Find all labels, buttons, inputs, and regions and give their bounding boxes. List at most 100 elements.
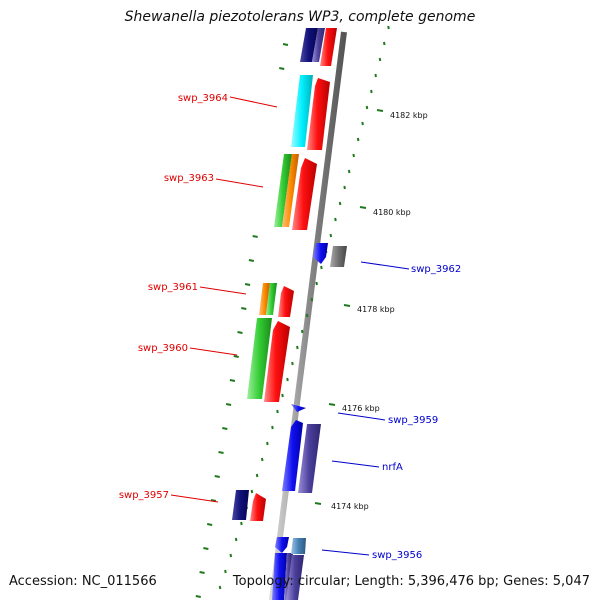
minor-tick [260, 457, 264, 462]
gene-label[interactable]: swp_3959 [388, 415, 438, 426]
minor-tick [382, 41, 386, 46]
gene-feature[interactable] [278, 286, 294, 317]
inner-tick [237, 331, 243, 334]
gene-swp-3961[interactable] [259, 283, 270, 315]
gene-swp-3963[interactable] [274, 154, 292, 227]
major-tick [328, 403, 336, 406]
gene-feature[interactable] [312, 28, 325, 62]
kbp-tick-labels: 4182 kbp 4180 kbp 4178 kbp 4176 kbp 4174… [331, 111, 428, 511]
gene-label[interactable]: swp_3956 [372, 550, 422, 561]
inner-tick [282, 43, 289, 46]
inner-tick [244, 283, 251, 286]
inner-tick [225, 403, 232, 406]
minor-tick [370, 89, 373, 94]
gene-label[interactable]: swp_3957 [119, 490, 169, 501]
minor-tick [271, 425, 274, 430]
minor-tick [387, 25, 390, 30]
gene-feature[interactable] [307, 78, 330, 150]
genome-title: Shewanella piezotolerans WP3, complete g… [124, 9, 476, 25]
gene-label[interactable]: swp_3962 [411, 264, 461, 275]
gene-feature[interactable] [291, 538, 306, 554]
gene-feature[interactable] [250, 493, 266, 521]
minor-tick [374, 73, 377, 78]
minor-tick [266, 441, 269, 446]
minor-tick [378, 57, 382, 62]
minor-tick [240, 521, 243, 526]
accession-text: Accession: NC_011566 [9, 574, 157, 589]
inner-tick [248, 259, 255, 262]
minor-tick [250, 489, 254, 494]
minor-tick [224, 569, 227, 574]
gene-feature[interactable] [292, 158, 317, 230]
tick-label: 4182 kbp [390, 111, 428, 120]
gene-swp-3959[interactable] [291, 404, 306, 412]
inner-tick [195, 595, 201, 598]
minor-tick [310, 297, 314, 302]
minor-tick [352, 153, 355, 158]
inner-tick [229, 379, 236, 382]
minor-tick [218, 585, 222, 590]
tick-label: 4180 kbp [373, 208, 411, 217]
minor-tick [343, 185, 346, 190]
inner-tick [279, 67, 285, 70]
minor-tick [329, 233, 333, 238]
gene-swp-3960[interactable] [247, 318, 272, 399]
gene-label[interactable]: swp_3961 [148, 282, 198, 293]
inner-tick [210, 499, 217, 502]
minor-tick [305, 313, 309, 318]
inner-tick [252, 235, 258, 238]
gene-label[interactable]: nrfA [382, 462, 403, 473]
minor-tick [229, 553, 233, 558]
gene-features [232, 28, 337, 600]
gene-nrfA[interactable] [282, 420, 303, 491]
gene-feature[interactable] [266, 283, 277, 315]
tick-label: 4174 kbp [331, 502, 369, 511]
inner-tick [206, 523, 213, 526]
gene-label[interactable]: swp_3960 [138, 343, 188, 354]
minor-tick [320, 265, 323, 270]
left-labels: swp_3964 swp_3963 swp_3961 swp_3960 swp_… [119, 93, 278, 503]
minor-tick [338, 201, 342, 206]
major-tick [359, 206, 367, 209]
right-labels: swp_3962 swp_3959 nrfA swp_3956 [321, 261, 461, 561]
minor-tick [234, 537, 238, 542]
minor-tick [281, 393, 284, 398]
inner-tick [218, 451, 224, 454]
gene-swp-3956[interactable] [275, 537, 289, 553]
gene-label[interactable]: swp_3964 [178, 93, 228, 104]
gene-swp-3962[interactable] [313, 243, 328, 264]
tick-label: 4176 kbp [342, 404, 380, 413]
gene-swp-3957[interactable] [232, 490, 249, 520]
inner-tick [241, 307, 247, 310]
gene-feature[interactable] [320, 28, 337, 66]
gene-label[interactable]: swp_3963 [164, 173, 214, 184]
gene-features-right [275, 243, 347, 600]
major-tick [376, 109, 384, 112]
minor-tick [255, 473, 259, 478]
minor-tick [347, 169, 351, 174]
gene-feature[interactable] [286, 555, 304, 600]
inner-tick [222, 427, 228, 430]
tick-label: 4178 kbp [357, 305, 395, 314]
gene-feature[interactable] [330, 246, 347, 267]
inner-tick [199, 571, 205, 574]
major-tick [314, 502, 322, 505]
genome-summary-text: Topology: circular; Length: 5,396,476 bp… [232, 574, 590, 589]
gene-feature[interactable] [272, 553, 287, 600]
inner-tick [233, 355, 239, 358]
minor-tick [276, 409, 279, 414]
gene-swp-3964[interactable] [291, 75, 313, 147]
inner-tick [203, 547, 209, 550]
inner-tick [214, 475, 220, 478]
gene-feature[interactable] [264, 321, 290, 402]
gene-feature[interactable] [282, 154, 299, 227]
minor-tick [300, 329, 304, 334]
minor-tick [315, 281, 318, 286]
minor-tick [296, 345, 299, 350]
gene-feature[interactable] [298, 424, 321, 493]
minor-tick [365, 105, 369, 110]
minor-tick [361, 121, 364, 126]
major-tick [343, 304, 351, 307]
